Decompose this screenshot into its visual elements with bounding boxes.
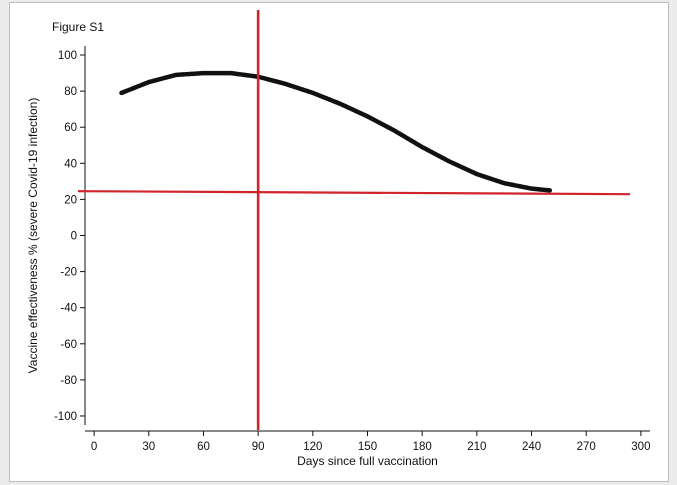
chart-frame: Figure S1 100 80 60 40 20 0 -20 -40 -60 -80 -100 0 3…: [9, 2, 669, 482]
data-point: [447, 159, 452, 164]
x-tick-label: 270: [577, 441, 596, 453]
data-point: [365, 114, 370, 118]
data-point: [283, 82, 288, 86]
data-point: [229, 71, 233, 75]
x-tick-label: 150: [358, 441, 377, 453]
y-tick-label: -40: [60, 303, 77, 315]
data-point: [529, 187, 534, 191]
y-tick-label: 60: [64, 122, 77, 134]
x-tick-label: 60: [197, 441, 210, 453]
x-tick-label: 300: [631, 441, 650, 453]
horizontal-reference-line: [77, 190, 631, 196]
data-point: [201, 71, 206, 75]
x-tick-label: 210: [467, 441, 486, 453]
data-point: [420, 145, 424, 149]
data-point: [174, 73, 178, 77]
y-tick-label: -60: [60, 339, 77, 351]
data-point: [338, 102, 342, 106]
series-layer: [119, 70, 553, 193]
y-tick-label: -100: [54, 411, 77, 423]
x-axis-title: Days since full vaccination: [297, 454, 438, 468]
y-tick-label: 100: [58, 50, 77, 62]
y-axis-title: Vaccine effectiveness % (severe Covid-19…: [26, 98, 40, 374]
data-point: [502, 181, 506, 185]
axes: 100 80 60 40 20 0 -20 -40 -60 -80 -100 0 30 60 90 120 15…: [54, 46, 650, 453]
y-tick-label: -20: [60, 267, 77, 279]
data-point: [475, 172, 479, 176]
figure-label: Figure S1: [52, 20, 104, 34]
y-tick-label: 0: [71, 231, 77, 243]
x-tick-label: 240: [522, 441, 541, 453]
series-line: [119, 70, 553, 193]
x-tick-label: 0: [91, 441, 97, 453]
x-tick-label: 120: [303, 441, 322, 453]
data-point: [548, 188, 552, 192]
reference-lines: [77, 10, 631, 430]
y-tick-label: 40: [64, 158, 77, 170]
data-point: [147, 80, 151, 84]
chart: Figure S1 100 80 60 40 20 0 -20 -40 -60 -80 -100 0 3…: [26, 10, 650, 468]
x-tick-label: 180: [413, 441, 432, 453]
x-tick-label: 90: [252, 441, 265, 453]
x-tick-label: 30: [142, 441, 155, 453]
data-point: [311, 91, 315, 95]
y-tick-label: -80: [60, 375, 77, 387]
data-point: [119, 91, 124, 95]
y-tick-label: 80: [64, 86, 77, 98]
y-tick-label: 20: [64, 194, 77, 206]
data-point: [393, 129, 397, 133]
